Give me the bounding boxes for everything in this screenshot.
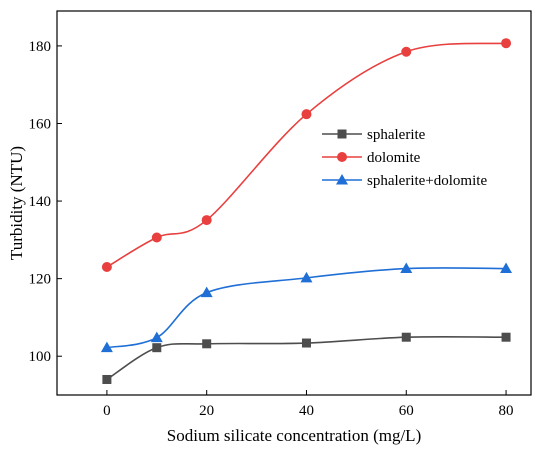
series-sphalerite-dolomite — [100, 262, 513, 353]
x-tick-label: 80 — [499, 403, 514, 419]
series-sphalerite — [102, 332, 511, 384]
data-point — [401, 332, 411, 342]
legend: sphalerite dolomite sphalerite+dolomite — [322, 127, 487, 189]
legend-entry: dolomite — [322, 150, 421, 166]
y-axis-label: Turbidity (NTU) — [7, 146, 26, 260]
series-line — [106, 42, 507, 268]
series-dolomite — [101, 38, 512, 272]
y-tick-label: 100 — [29, 349, 52, 365]
y-tick-label: 180 — [29, 39, 52, 55]
y-tick-label: 160 — [29, 116, 52, 132]
series-layer — [100, 38, 513, 384]
data-point — [202, 339, 212, 349]
legend-marker — [337, 129, 347, 139]
y-ticks: 100 120 140 160 180 — [29, 39, 62, 365]
data-point — [301, 338, 311, 348]
x-tick-label: 20 — [199, 403, 214, 419]
y-tick-label: 140 — [29, 194, 52, 210]
x-tick-label: 0 — [103, 403, 111, 419]
legend-marker — [336, 174, 348, 185]
data-point — [501, 332, 511, 342]
data-point — [300, 271, 313, 283]
data-point — [151, 232, 162, 243]
legend-entry: sphalerite+dolomite — [322, 173, 487, 189]
legend-label: sphalerite — [367, 127, 426, 143]
data-point — [401, 46, 412, 57]
data-point — [150, 331, 163, 343]
x-tick-label: 60 — [399, 403, 414, 419]
axes: 0 20 40 60 80 100 120 140 160 180 Sodium silicat… — [7, 10, 532, 445]
data-point — [201, 215, 212, 226]
legend-label: sphalerite+dolomite — [367, 173, 487, 189]
legend-label: dolomite — [367, 150, 421, 166]
data-point — [500, 262, 513, 274]
data-point — [200, 286, 213, 298]
plot-frame — [56, 10, 532, 396]
data-point — [400, 262, 413, 274]
y-tick-label: 120 — [29, 272, 52, 288]
x-ticks: 0 20 40 60 80 — [103, 390, 514, 419]
data-point — [501, 38, 512, 49]
x-tick-label: 40 — [299, 403, 314, 419]
legend-marker — [337, 152, 347, 162]
legend-entry: sphalerite — [322, 127, 426, 143]
data-point — [100, 341, 113, 353]
data-point — [101, 262, 112, 272]
data-point — [301, 109, 312, 120]
data-point — [102, 374, 112, 384]
x-axis-label: Sodium silicate concentration (mg/L) — [167, 426, 421, 445]
data-point — [152, 343, 162, 353]
